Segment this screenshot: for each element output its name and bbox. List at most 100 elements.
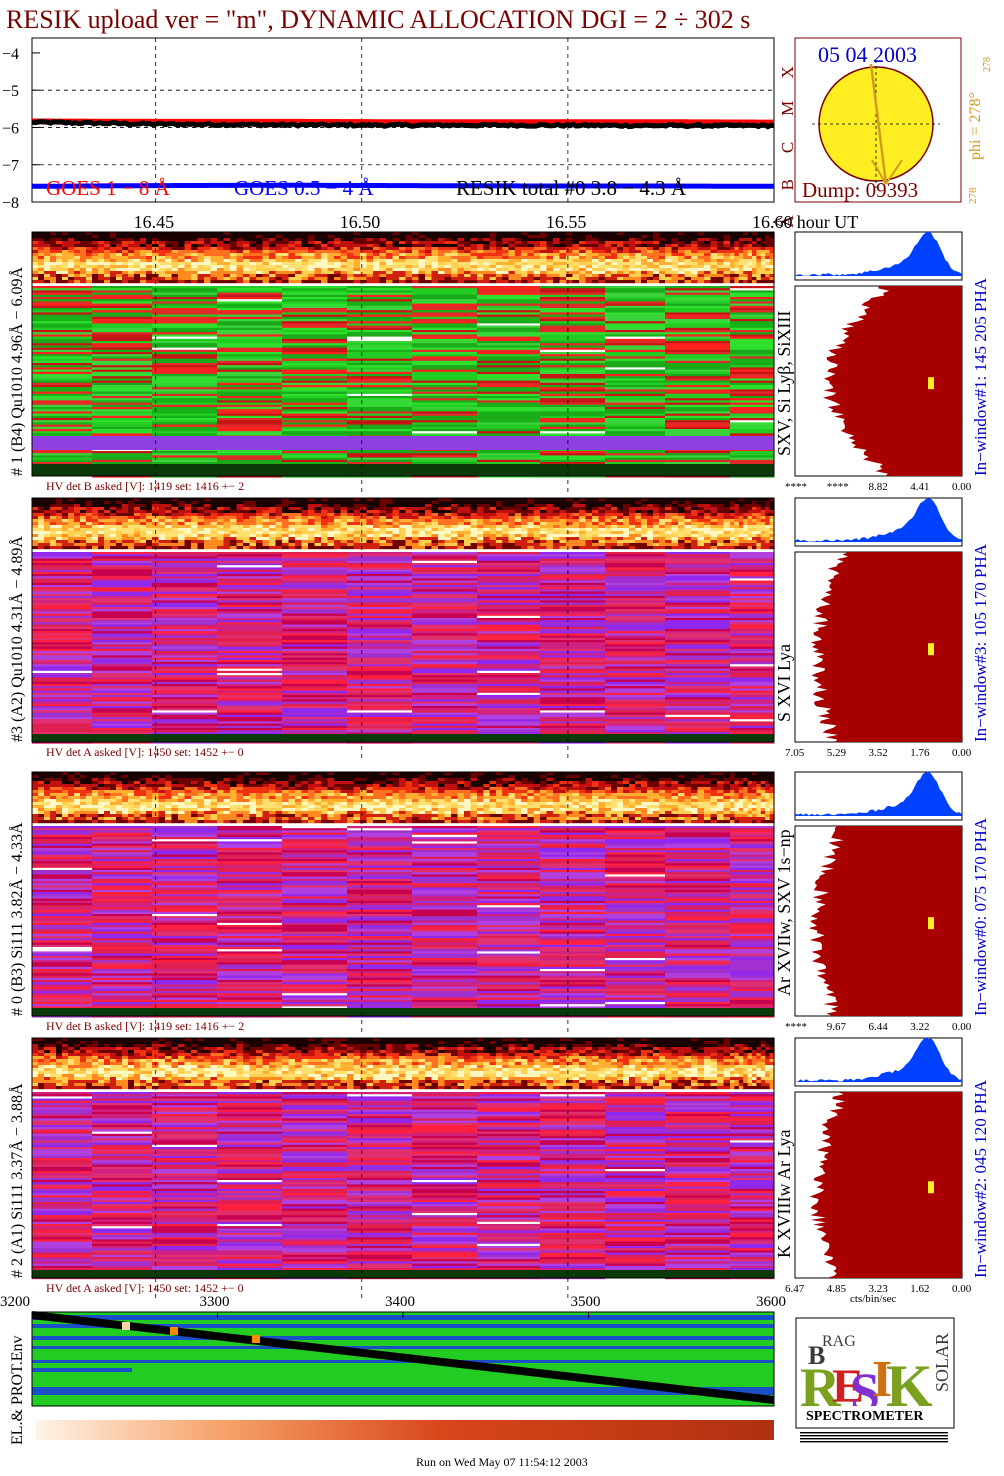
channel-frame [31, 497, 775, 743]
pha-tick-label: **** [827, 481, 849, 493]
pha-tick-label: 8.82 [869, 481, 888, 493]
footer-run-text: Run on Wed May 07 11:54:12 2003 [416, 1455, 588, 1469]
pha-tick-label: 0.00 [952, 1283, 972, 1295]
legend-goes-05-4: GOES 0.5 − 4 Å [234, 176, 374, 200]
channel-panel-2: HV det B asked [V]: 1419 set: 1416 +− 2 #… [8, 771, 990, 1036]
time-tick-label: 16.45 [134, 212, 175, 232]
env-x-tick-label: 3300 [200, 1294, 230, 1310]
phi-superscript: 278 [982, 57, 993, 72]
env-x-tick-label: 3600 [756, 1294, 786, 1310]
logo-microtext-line [800, 1438, 948, 1440]
pha-marker [928, 643, 934, 656]
goes-class-label: C [778, 142, 797, 153]
goes-y-tick-label: −5 [2, 83, 19, 100]
pha-tick-label: 3.52 [869, 747, 888, 759]
goes-y-tick-label: −6 [2, 120, 19, 137]
pha-tick-label: 6.47 [785, 1283, 805, 1295]
orbit-track-line [869, 63, 888, 185]
channel-left-label: #3 (A2) Qu1010 4.31Å − 4.89Å [8, 536, 26, 742]
line-label: Ar XVIIw, SXV 1s−np [774, 829, 794, 996]
env-trend-line [31, 1311, 775, 1404]
channel-panel-3: HV det A asked [V]: 1450 set: 1452 +− 0 #… [8, 1037, 990, 1305]
legend-goes-1-8: GOES 1 − 8 Å [46, 176, 171, 200]
pha-tick-label: **** [785, 1021, 807, 1033]
pha-tick-label: 0.00 [952, 747, 972, 759]
resik-logo: B RAG R E S I K SOLAR SPECTROMETER [795, 1317, 955, 1444]
pha-tick-label: 5.29 [827, 747, 847, 759]
env-x-tick-label: 3400 [385, 1294, 415, 1310]
time-axis-label: << hour UT [772, 212, 858, 232]
sun-panel: 05 04 2003 Dump: 09393 phi = 278° 278 27… [794, 37, 993, 204]
hv-text: HV det A asked [V]: 1450 set: 1452 +− 0 [46, 1281, 244, 1295]
pha-marker [928, 1181, 934, 1194]
pha-tick-label: 3.23 [869, 1283, 889, 1295]
goes-class-label: X [778, 66, 797, 78]
channel-panel-0: HV det B asked [V]: 1419 set: 1416 +− 2 #… [8, 231, 990, 496]
logo-microtext-line [800, 1435, 948, 1437]
pha-red-histogram [810, 552, 962, 742]
pha-red-histogram [822, 286, 962, 476]
goes-y-tick-label: −7 [2, 158, 19, 175]
pha-tick-label: 1.62 [910, 1283, 929, 1295]
pha-tick-label: **** [785, 481, 807, 493]
pha-tick-label: 4.85 [827, 1283, 847, 1295]
hv-text: HV det B asked [V]: 1419 set: 1416 +− 2 [46, 479, 244, 493]
logo-caption: SPECTROMETER [806, 1409, 924, 1424]
hv-text: HV det B asked [V]: 1419 set: 1416 +− 2 [46, 1019, 244, 1033]
pha-blue-histogram [795, 1037, 962, 1082]
channel-frame [31, 771, 775, 1017]
pha-tick-label: 4.41 [910, 481, 929, 493]
line-label: S XVI Lya [774, 644, 794, 722]
pha-blue-histogram [795, 771, 962, 816]
logo-microtext-line [800, 1432, 948, 1434]
goes-class-label: M [778, 101, 797, 116]
window-label: In−window#2: 045 120 PHA [971, 1079, 990, 1278]
env-x-tick-label: 3500 [571, 1294, 601, 1310]
pha-red-histogram [809, 1092, 962, 1278]
pha-unit-label: cts/bin/sec [850, 1293, 897, 1305]
channel-frame [31, 1037, 775, 1279]
logo-microtext-line [800, 1441, 948, 1443]
goes-class-label: B [778, 179, 797, 190]
line-label: SXV, Si Lyβ, SiXIII [774, 311, 794, 456]
pha-tick-label: 0.00 [952, 481, 972, 493]
line-label: K XVIIIw Ar Lya [774, 1130, 794, 1258]
pha-blue-histogram [795, 231, 962, 276]
goes-y-tick-label: −8 [2, 195, 19, 212]
goes-panel: −4 −5 −6 −7 −8 X M C B A GOES 1 − 8 Å GOES 0.5 −… [2, 37, 797, 228]
pha-tick-label: 9.67 [827, 1021, 847, 1033]
pha-blue-histogram [795, 498, 962, 542]
env-panel: EL.& PROT.Env 3200 3300 3400 3500 3600 [0, 1294, 786, 1445]
hv-text: HV det A asked [V]: 1450 set: 1452 +− 0 [46, 745, 244, 759]
pha-tick-label: 0.00 [952, 1021, 972, 1033]
window-label: In−window#0: 075 170 PHA [971, 817, 990, 1016]
env-gradient-strip [36, 1420, 774, 1440]
goes-series-line [32, 182, 774, 189]
observation-date: 05 04 2003 [818, 42, 917, 67]
channel-left-label: # 1 (B4) Qu1010 4.96Å − 6.09Å [8, 267, 26, 476]
pha-tick-label: 1.76 [910, 747, 930, 759]
pha-red-histogram [808, 826, 962, 1016]
dump-number: Dump: 09393 [802, 178, 918, 202]
legend-resik-total: RESIK total #0 3.8 − 4.3 Å [456, 176, 687, 200]
goes-y-tick-label: −4 [2, 46, 19, 63]
pha-tick-label: 3.22 [910, 1021, 929, 1033]
phi-label: phi = 278° [967, 92, 984, 160]
time-tick-label: 16.55 [546, 212, 587, 232]
goes-series-line [31, 118, 775, 130]
window-label: In−window#3: 105 170 PHA [971, 543, 990, 742]
channel-left-label: # 2 (A1) Si111 3.37Å − 3.88Å [8, 1083, 26, 1278]
channel-frame [31, 231, 775, 477]
page-title: RESIK upload ver = "m", DYNAMIC ALLOCATI… [6, 5, 750, 34]
pha-marker [928, 377, 934, 390]
pha-tick-label: 7.05 [785, 747, 805, 759]
goes-class-label: A [778, 215, 797, 228]
channel-panel-1: HV det A asked [V]: 1450 set: 1452 +− 0 #… [8, 497, 990, 762]
channel-left-label: # 0 (B3) Si111 3.82Å − 4.33Å [8, 822, 26, 1016]
time-tick-label: 16.60 [752, 212, 793, 232]
phi-bottom: 278 [967, 187, 979, 204]
pha-tick-label: 6.44 [869, 1021, 889, 1033]
time-tick-label: 16.50 [340, 212, 381, 232]
window-label: In−window#1: 145 205 PHA [971, 277, 990, 476]
